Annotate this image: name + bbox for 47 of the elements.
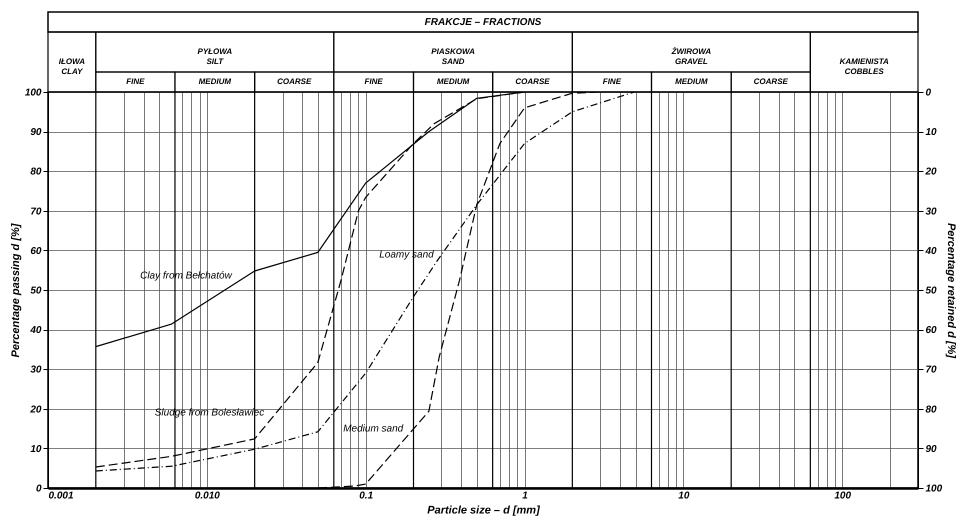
x-tick-label: 1	[522, 490, 528, 502]
x-tick-label: 10	[678, 490, 690, 502]
y2-tick-label: 80	[926, 404, 938, 416]
y-tick-label: 20	[29, 404, 42, 416]
text: FINE	[126, 77, 146, 86]
y-tick-label: 0	[36, 484, 42, 494]
y2-tick-label: 0	[926, 88, 932, 98]
text: MEDIUM	[198, 77, 232, 86]
annotation: Medium sand	[343, 424, 404, 435]
x-tick-label: 0.010	[194, 490, 220, 502]
text: FINE	[364, 77, 384, 86]
chart-title: FRAKCJE – FRACTIONS	[424, 17, 542, 28]
y-tick-label: 40	[29, 325, 42, 336]
y2-tick-label: 10	[926, 127, 938, 138]
y-tick-label: 30	[30, 364, 42, 376]
text: COARSE	[754, 77, 789, 86]
text: PIASKOWA SAND	[431, 47, 476, 66]
y-tick-label: 10	[30, 444, 42, 455]
text: COARSE	[515, 77, 550, 86]
y-tick-label: 90	[30, 127, 42, 138]
text: MEDIUM	[675, 77, 708, 86]
y2-tick-label: 20	[924, 166, 938, 178]
y2-tick-label: 40	[924, 246, 938, 257]
y-tick-label: 100	[24, 88, 42, 98]
y2-axis-title: Percentage retained d [%]	[945, 222, 956, 358]
y-tick-label: 80	[30, 166, 42, 178]
x-tick-label: 0.1	[359, 490, 374, 502]
text: MEDIUM	[436, 77, 470, 86]
x-tick-label: 100	[834, 490, 852, 502]
y2-tick-label: 30	[926, 206, 938, 218]
y2-tick-label: 50	[926, 286, 938, 296]
x-axis-title: Particle size – d [mm]	[427, 504, 540, 516]
y-tick-label: 70	[30, 206, 42, 218]
text: FINE	[602, 77, 622, 86]
text: PYŁOWA SILT	[197, 47, 232, 66]
x-tick-label: 0.001	[48, 490, 74, 502]
text: IŁOWA CLAY	[58, 57, 86, 76]
y2-tick-label: 100	[926, 484, 943, 494]
y2-tick-label: 90	[926, 444, 938, 455]
y-axis-title: Percentage passing d [%]	[10, 223, 22, 358]
y2-tick-label: 60	[926, 325, 938, 336]
text: COARSE	[277, 77, 312, 86]
y2-tick-label: 70	[926, 364, 938, 376]
y-tick-label: 50	[30, 286, 42, 296]
y-tick-label: 60	[30, 246, 42, 257]
text: ŻWIROWA GRAVEL	[670, 47, 712, 66]
text: KAMIENISTA COBBLES	[840, 57, 889, 76]
